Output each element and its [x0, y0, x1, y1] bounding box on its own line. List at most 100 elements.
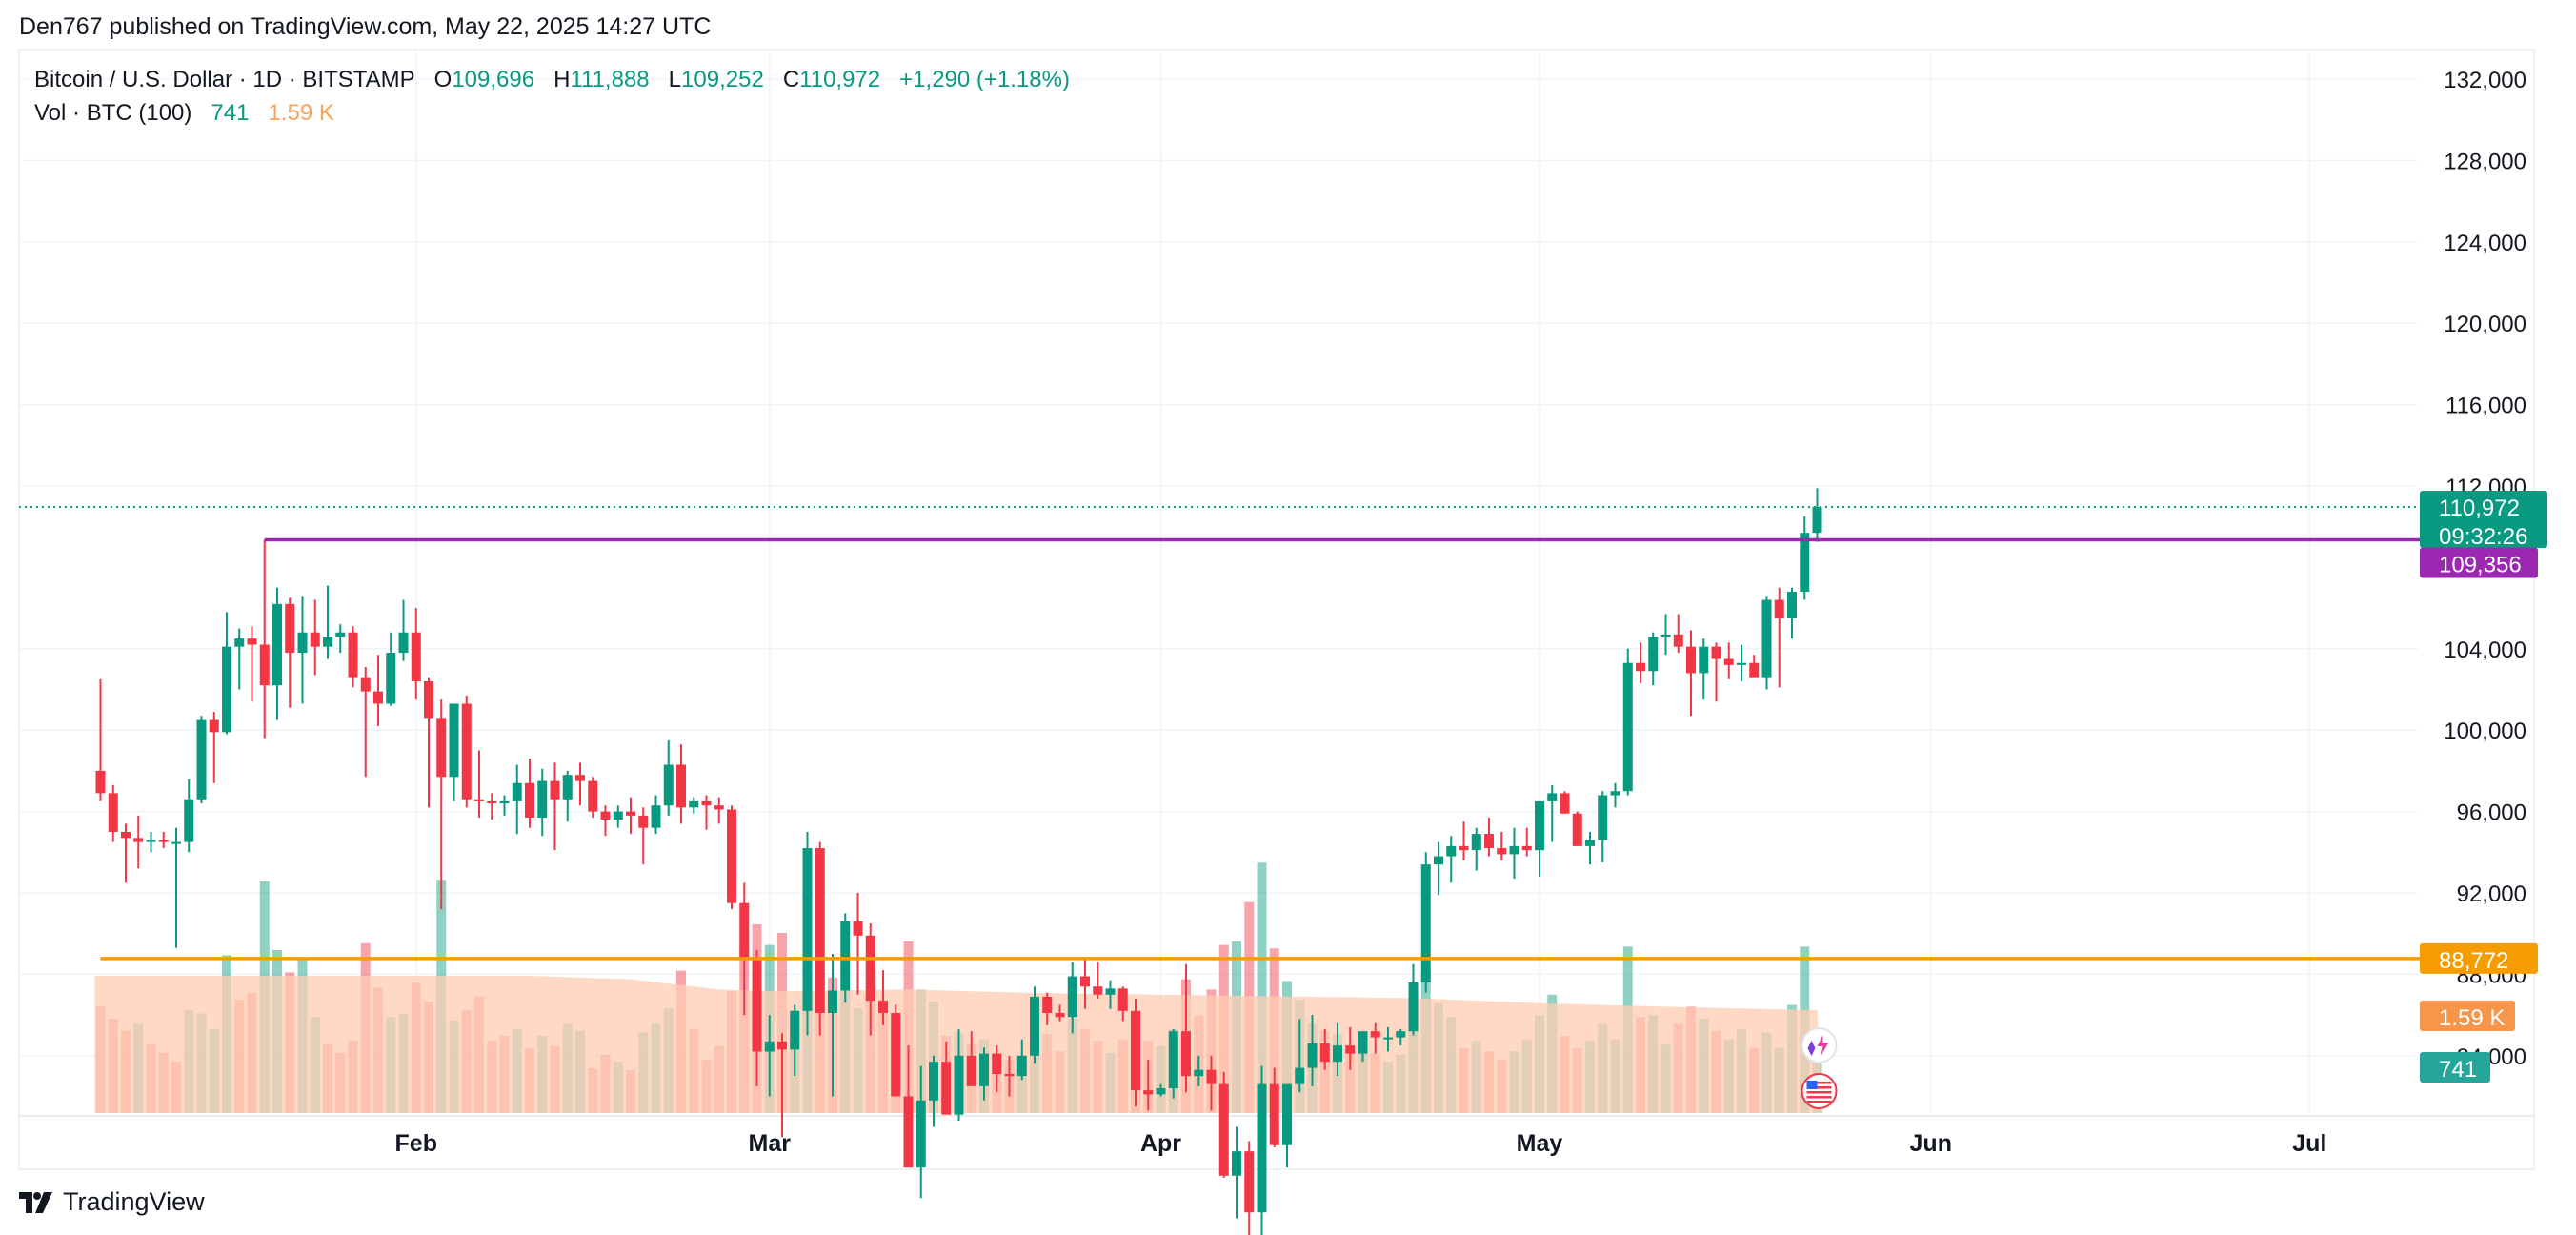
candle — [1257, 1065, 1267, 1235]
us-flag-canton — [1806, 1081, 1818, 1089]
support-badge-text: 88,772 — [2439, 948, 2508, 974]
candle-body — [1420, 864, 1431, 982]
candle — [1396, 1029, 1406, 1046]
candle-body — [651, 805, 661, 828]
candle-body — [537, 780, 548, 819]
open-label: O — [433, 67, 453, 92]
candle — [1622, 648, 1633, 796]
volume-badge-text: 741 — [2439, 1057, 2477, 1083]
candle-body — [1446, 845, 1457, 857]
candle — [916, 1065, 926, 1199]
candle-body — [158, 840, 169, 842]
candle-body — [853, 921, 863, 936]
candle-body — [171, 841, 181, 844]
candle — [1673, 614, 1683, 654]
candle — [386, 632, 396, 706]
candle — [1471, 827, 1481, 871]
us-flag-event-icon[interactable] — [1801, 1073, 1838, 1109]
candle-body — [663, 764, 674, 806]
candle-body — [1333, 1045, 1342, 1063]
candle — [1370, 1022, 1380, 1054]
candle — [1232, 1126, 1241, 1219]
volume-badge: 741 — [2420, 1052, 2490, 1083]
us-flag-stripe — [1806, 1086, 1832, 1089]
candle — [259, 539, 270, 739]
candle — [1636, 642, 1645, 684]
candle — [1585, 831, 1595, 865]
candle-body — [474, 799, 484, 801]
candle-body — [979, 1053, 989, 1086]
candle — [1269, 1067, 1279, 1147]
candle-body — [1345, 1045, 1356, 1054]
candle-body — [108, 793, 118, 832]
brand-name: TradingView — [63, 1187, 205, 1216]
candle-body — [386, 653, 396, 704]
candle-body — [121, 831, 131, 839]
tradingview-brand[interactable]: TradingView — [19, 1187, 205, 1217]
candle — [727, 805, 736, 910]
candle-body — [1521, 845, 1532, 851]
candle-body — [285, 603, 295, 654]
candle-body — [1105, 988, 1116, 995]
candle — [95, 678, 106, 801]
candle-body — [1131, 1010, 1140, 1091]
candle — [1408, 963, 1419, 1036]
candle — [171, 827, 181, 948]
candle-body — [714, 805, 724, 810]
candle-body — [1206, 1069, 1217, 1084]
x-tick-label: Jul — [2292, 1130, 2326, 1157]
volume-bar — [1257, 862, 1267, 1113]
candle-body — [184, 799, 194, 842]
candle — [1737, 644, 1746, 681]
candle — [1572, 811, 1582, 846]
candle — [234, 628, 245, 690]
change-value: +1,290 (+1.18%) — [899, 67, 1070, 92]
candle-body — [1080, 976, 1090, 987]
candle — [878, 970, 888, 1025]
candle-body — [1269, 1083, 1279, 1145]
candle — [1105, 980, 1116, 1009]
candle — [1787, 587, 1797, 639]
candle — [285, 597, 295, 708]
ohlc-legend: Bitcoin / U.S. Dollar · 1D · BITSTAMP O1… — [34, 67, 1070, 93]
candle — [297, 596, 308, 704]
candle-body — [335, 632, 346, 637]
candle — [474, 750, 484, 819]
candle — [1521, 827, 1532, 857]
candle-body — [777, 1041, 787, 1050]
candle-body — [802, 848, 813, 1011]
candle-body — [1636, 662, 1645, 672]
candle-body — [865, 935, 875, 1002]
candle — [815, 841, 825, 1036]
candle — [992, 1045, 1002, 1093]
candle — [638, 807, 649, 865]
candle — [979, 1047, 989, 1101]
candle — [676, 744, 686, 824]
candle-body — [259, 644, 270, 686]
candle — [562, 770, 573, 822]
candle — [1723, 642, 1734, 679]
tradingview-logo-icon — [19, 1191, 52, 1213]
last-price-badge-text: 09:32:26 — [2439, 524, 2527, 550]
candle — [1547, 784, 1558, 842]
candle — [1711, 642, 1721, 702]
candle — [146, 831, 156, 853]
candle — [1446, 836, 1457, 883]
candle — [1282, 1083, 1292, 1168]
candle-body — [1800, 533, 1810, 593]
candle-body — [1711, 646, 1721, 659]
resistance-badge: 109,356 — [2420, 547, 2538, 578]
symbol-label[interactable]: Bitcoin / U.S. Dollar · 1D · BITSTAMP — [34, 67, 415, 92]
ai-spark-icon[interactable] — [1801, 1027, 1838, 1063]
candle-body — [1434, 856, 1443, 865]
candle — [272, 587, 282, 720]
candle-body — [461, 703, 472, 800]
y-tick-label: 92,000 — [2457, 881, 2526, 907]
volume-ma-value: 1.59 K — [268, 100, 334, 126]
us-flag-stripe — [1806, 1096, 1832, 1099]
candle-body — [575, 775, 585, 781]
candle — [613, 805, 623, 828]
y-tick-label: 104,000 — [2444, 638, 2526, 663]
volume-indicator-label[interactable]: Vol · BTC (100) — [34, 100, 192, 126]
